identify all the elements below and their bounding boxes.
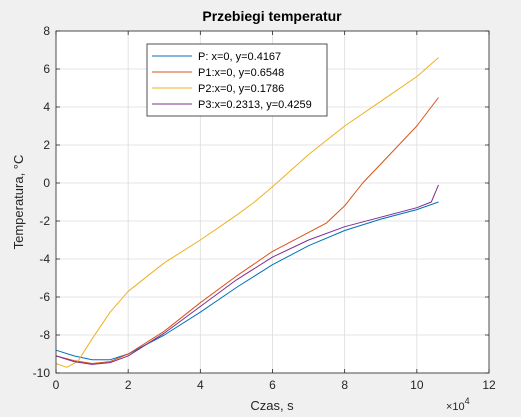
ticks: 0 2 4 6 8 10 12 -10 -8 -6 -4 -2 0 2 4 6 8	[33, 24, 496, 392]
y-tick-label: 8	[43, 24, 50, 38]
legend-entry-0: P: x=0, y=0.4167	[198, 51, 281, 63]
x-tick-label: 4	[197, 378, 204, 392]
y-tick-label: -8	[39, 328, 50, 342]
series-line-3	[55, 184, 439, 365]
legend-entry-3: P3:x=0.2313, y=0.4259	[198, 99, 312, 111]
x-axis-label: Czas, s	[250, 398, 294, 413]
x-tick-label: 6	[269, 378, 276, 392]
x-tick-label: 10	[410, 378, 424, 392]
x-tick-label: 8	[341, 378, 348, 392]
x-axis-exponent: ×104	[446, 396, 470, 413]
legend-entry-2: P2:x=0, y=0.1786	[198, 83, 284, 95]
series-line-0	[55, 201, 439, 361]
x-tick-label: 12	[482, 378, 496, 392]
chart-title: Przebiegi temperatur	[202, 8, 342, 24]
y-tick-label: 2	[43, 138, 50, 152]
series-line-1	[55, 97, 439, 364]
y-tick-label: 0	[43, 176, 50, 190]
series-line-2	[55, 57, 439, 368]
y-axis-label: Temperatura, °C	[11, 155, 26, 250]
y-tick-label: -10	[33, 366, 51, 380]
y-tick-label: 4	[43, 100, 50, 114]
y-tick-label: 6	[43, 62, 50, 76]
legend: P: x=0, y=0.4167 P1:x=0, y=0.6548 P2:x=0, …	[146, 43, 328, 117]
y-tick-label: -6	[39, 290, 50, 304]
x-tick-label: 2	[125, 378, 132, 392]
legend-entry-1: P1:x=0, y=0.6548	[198, 67, 284, 79]
y-tick-label: -2	[39, 214, 50, 228]
series-layer	[55, 57, 439, 368]
x-tick-label: 0	[53, 378, 60, 392]
y-tick-label: -4	[39, 252, 50, 266]
